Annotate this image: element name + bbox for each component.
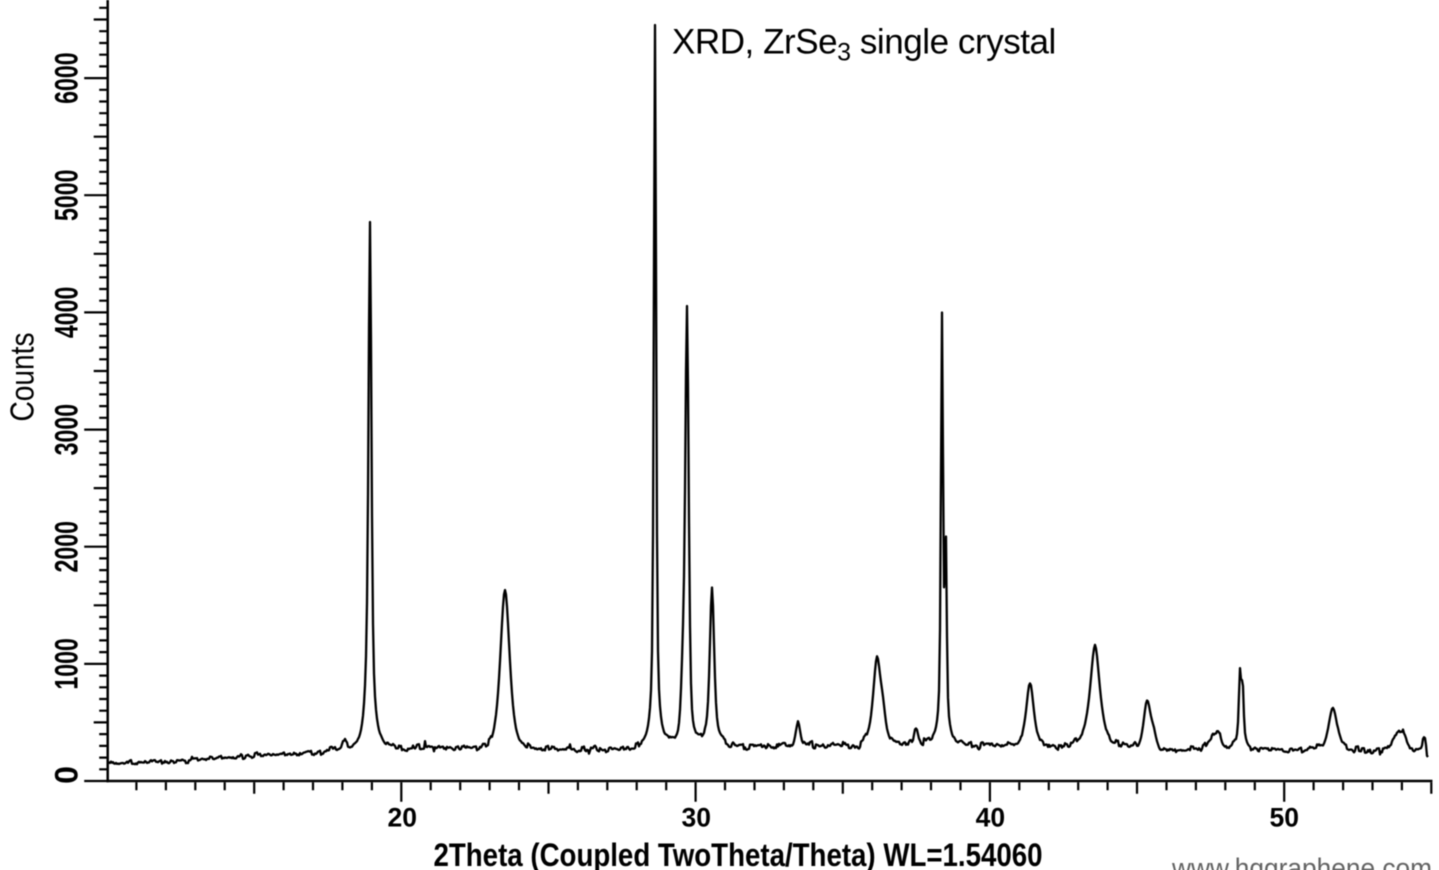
svg-text:www.hqgraphene.com: www.hqgraphene.com <box>1171 853 1432 870</box>
svg-text:XRD, ZrSe3 single crystal: XRD, ZrSe3 single crystal <box>672 23 1056 67</box>
svg-text:3000: 3000 <box>49 404 85 456</box>
svg-text:4000: 4000 <box>49 287 85 339</box>
svg-text:6000: 6000 <box>49 52 85 104</box>
svg-text:2Theta (Coupled TwoTheta/Theta: 2Theta (Coupled TwoTheta/Theta) WL=1.540… <box>434 837 1043 870</box>
svg-text:50: 50 <box>1269 803 1298 833</box>
svg-text:Counts: Counts <box>4 333 41 422</box>
svg-text:1000: 1000 <box>49 638 85 690</box>
svg-text:30: 30 <box>682 803 711 833</box>
svg-text:2000: 2000 <box>49 521 85 573</box>
svg-text:20: 20 <box>388 803 417 833</box>
svg-text:5000: 5000 <box>49 169 85 221</box>
svg-text:0: 0 <box>49 766 85 784</box>
svg-text:40: 40 <box>976 803 1005 833</box>
